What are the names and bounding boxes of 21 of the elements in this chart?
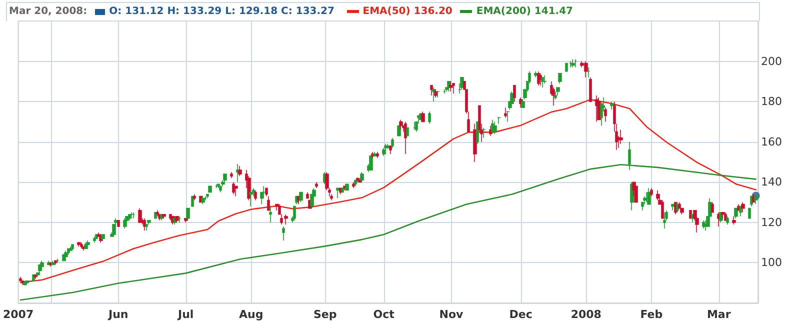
legend-label: EMA(50) 136.20 (362, 6, 452, 17)
x-tick-label: Jun (108, 308, 128, 321)
y-tick-label: 180 (761, 95, 782, 108)
y-tick-label: 200 (761, 54, 782, 68)
x-tick-label: Jul (176, 308, 194, 321)
x-tick-label: Sep (313, 308, 337, 321)
x-tick-label: Feb (640, 308, 663, 321)
text: Mar 20, 2008: (9, 6, 88, 17)
y-tick-label: 100 (761, 256, 782, 270)
y-tick-label: 120 (761, 216, 782, 229)
text: O: 131.12 H: 133.29 L: 129.18 C: 133.27 (109, 6, 334, 17)
y-tick-label: 140 (761, 176, 782, 189)
x-tick-label: Oct (373, 308, 394, 321)
x-tick-label: 2008 (570, 308, 602, 321)
x-tick-label: Mar (706, 308, 732, 321)
x-tick-label: Nov (439, 308, 464, 321)
legend-label: EMA(200) 141.47 (476, 6, 573, 17)
x-tick-label: Aug (238, 308, 264, 321)
y-tick-label: 160 (761, 135, 782, 148)
x-tick-label: 2007 (2, 308, 34, 321)
x-tick-label: Dec (509, 308, 532, 321)
